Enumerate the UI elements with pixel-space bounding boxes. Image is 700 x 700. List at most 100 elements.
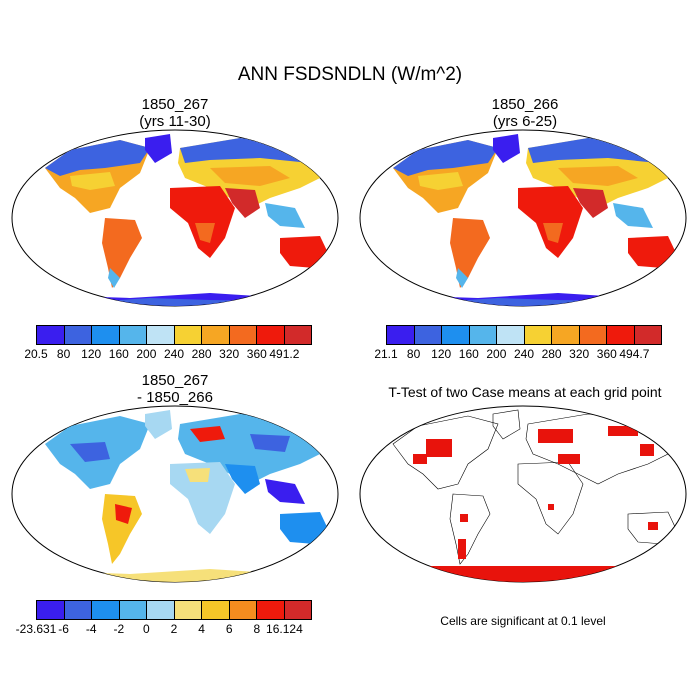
panel-3-title-line2: - 1850_266 (137, 389, 213, 406)
colorbar-tick-label: 80 (406, 347, 421, 361)
colorbar-box (257, 601, 285, 619)
colorbar-2-labels: 21.1 80 120 160 200 240 280 320 360 494.7 (374, 347, 662, 363)
colorbar-tick-label: -2 (113, 622, 125, 636)
panel-2-title-line1: 1850_266 (491, 96, 559, 113)
colorbar-tick-label: 120 (81, 347, 102, 361)
colorbar-tick-label: -4 (85, 622, 97, 636)
panel-4-map (358, 404, 688, 584)
colorbar-box (64, 601, 92, 619)
continent-africa (518, 186, 583, 258)
colorbar-tick-label: 6 (225, 622, 233, 636)
colorbar-tick-label: 160 (108, 347, 129, 361)
continent-asia-mid (210, 166, 290, 186)
panel-2-title: 1850_266 (yrs 6-25) (360, 96, 690, 130)
sig-cell (558, 454, 580, 464)
continent-south-america-tip (108, 268, 120, 288)
colorbar-box (414, 326, 442, 344)
colorbar-box (147, 601, 175, 619)
colorbar-box (634, 326, 661, 344)
coastline-africa (517, 461, 584, 535)
sig-cell (428, 566, 648, 582)
sig-cell (548, 504, 554, 510)
colorbar-box (284, 601, 311, 619)
continent-australia (280, 236, 328, 268)
sig-cell (458, 539, 466, 559)
colorbar-box (497, 326, 525, 344)
colorbar-box (92, 601, 120, 619)
colorbar-tick-label: 360 (596, 347, 617, 361)
colorbar-tick-label: 160 (458, 347, 479, 361)
sig-cell (608, 426, 638, 436)
continent-africa (170, 462, 235, 534)
sig-cell (640, 444, 654, 456)
colorbar-tick-label: 360 (246, 347, 267, 361)
colorbar-3 (36, 600, 312, 620)
continent-asia-mid (558, 166, 638, 186)
continent-antarctica (50, 569, 320, 582)
colorbar-tick-label: 8 (253, 622, 261, 636)
panel-1-title: 1850_267 (yrs 11-30) (10, 96, 340, 130)
panel-1-map (10, 128, 340, 308)
colorbar-box (202, 326, 230, 344)
colorbar-tick-label: 494.7 (619, 347, 650, 361)
panel-1-title-line1: 1850_267 (141, 96, 209, 113)
colorbar-tick-label: 21.1 (374, 347, 398, 361)
colorbar-box (92, 326, 120, 344)
panel-3-map-svg (11, 405, 339, 583)
colorbar-box (229, 601, 257, 619)
colorbar-box (202, 601, 230, 619)
colorbar-box (442, 326, 470, 344)
colorbar-box (552, 326, 580, 344)
colorbar-box (174, 326, 202, 344)
colorbar-tick-label: 280 (541, 347, 562, 361)
figure-title: ANN FSDSNDLN (W/m^2) (237, 64, 463, 85)
panel-3-map (10, 404, 340, 584)
panel-1-map-svg (11, 129, 339, 307)
continent-north-america-mid (70, 172, 115, 190)
colorbar-box (524, 326, 552, 344)
colorbar-tick-label: 200 (136, 347, 157, 361)
colorbar-tick-label: 240 (513, 347, 535, 361)
panel-3-title-line1: 1850_267 (141, 372, 209, 389)
arabia-india (225, 464, 260, 494)
colorbar-box (607, 326, 635, 344)
colorbar-box (257, 326, 285, 344)
continent-south-america (102, 494, 142, 564)
panel-2-title-line2: (yrs 6-25) (492, 113, 558, 130)
colorbar-1 (36, 325, 312, 345)
colorbar-tick-label: 2 (170, 622, 178, 636)
continent-europe (190, 426, 225, 442)
colorbar-1-labels: 20.5 80 120 160 200 240 280 320 360 491.2 (24, 347, 312, 363)
colorbar-box (469, 326, 497, 344)
continent-africa (170, 186, 235, 258)
panel-2-map (358, 128, 688, 308)
colorbar-tick-label: 120 (431, 347, 452, 361)
colorbar-tick-label: 491.2 (269, 347, 300, 361)
colorbar-tick-label: 320 (569, 347, 590, 361)
sig-cell (648, 522, 658, 530)
southeast-asia (613, 203, 653, 228)
southeast-asia (265, 479, 305, 504)
greenland (145, 410, 172, 439)
arabia-india (573, 188, 608, 218)
colorbar-box (147, 326, 175, 344)
colorbar-box (119, 601, 147, 619)
continent-north-america-mid (70, 442, 110, 462)
colorbar-box (37, 601, 65, 619)
colorbar-box (37, 326, 65, 344)
colorbar-tick-label: 280 (191, 347, 212, 361)
colorbar-box (579, 326, 607, 344)
colorbar-3-labels: -23.631 -6 -4 -2 0 2 4 6 8 16.124 (16, 622, 312, 638)
panel-4-map-svg (359, 405, 687, 583)
colorbar-box (174, 601, 202, 619)
continent-north-america-arctic (393, 140, 498, 176)
panel-4-title: T-Test of two Case means at each grid po… (355, 384, 695, 401)
sig-cell (460, 514, 468, 522)
colorbar-tick-label: 80 (56, 347, 71, 361)
panel-3-title: 1850_267 - 1850_266 (10, 372, 340, 406)
sig-cell (538, 429, 573, 443)
coastline-greenland (492, 409, 521, 440)
colorbar-tick-label: 16.124 (266, 622, 303, 636)
colorbar-tick-label: 200 (486, 347, 507, 361)
colorbar-tick-label: 0 (143, 622, 150, 636)
